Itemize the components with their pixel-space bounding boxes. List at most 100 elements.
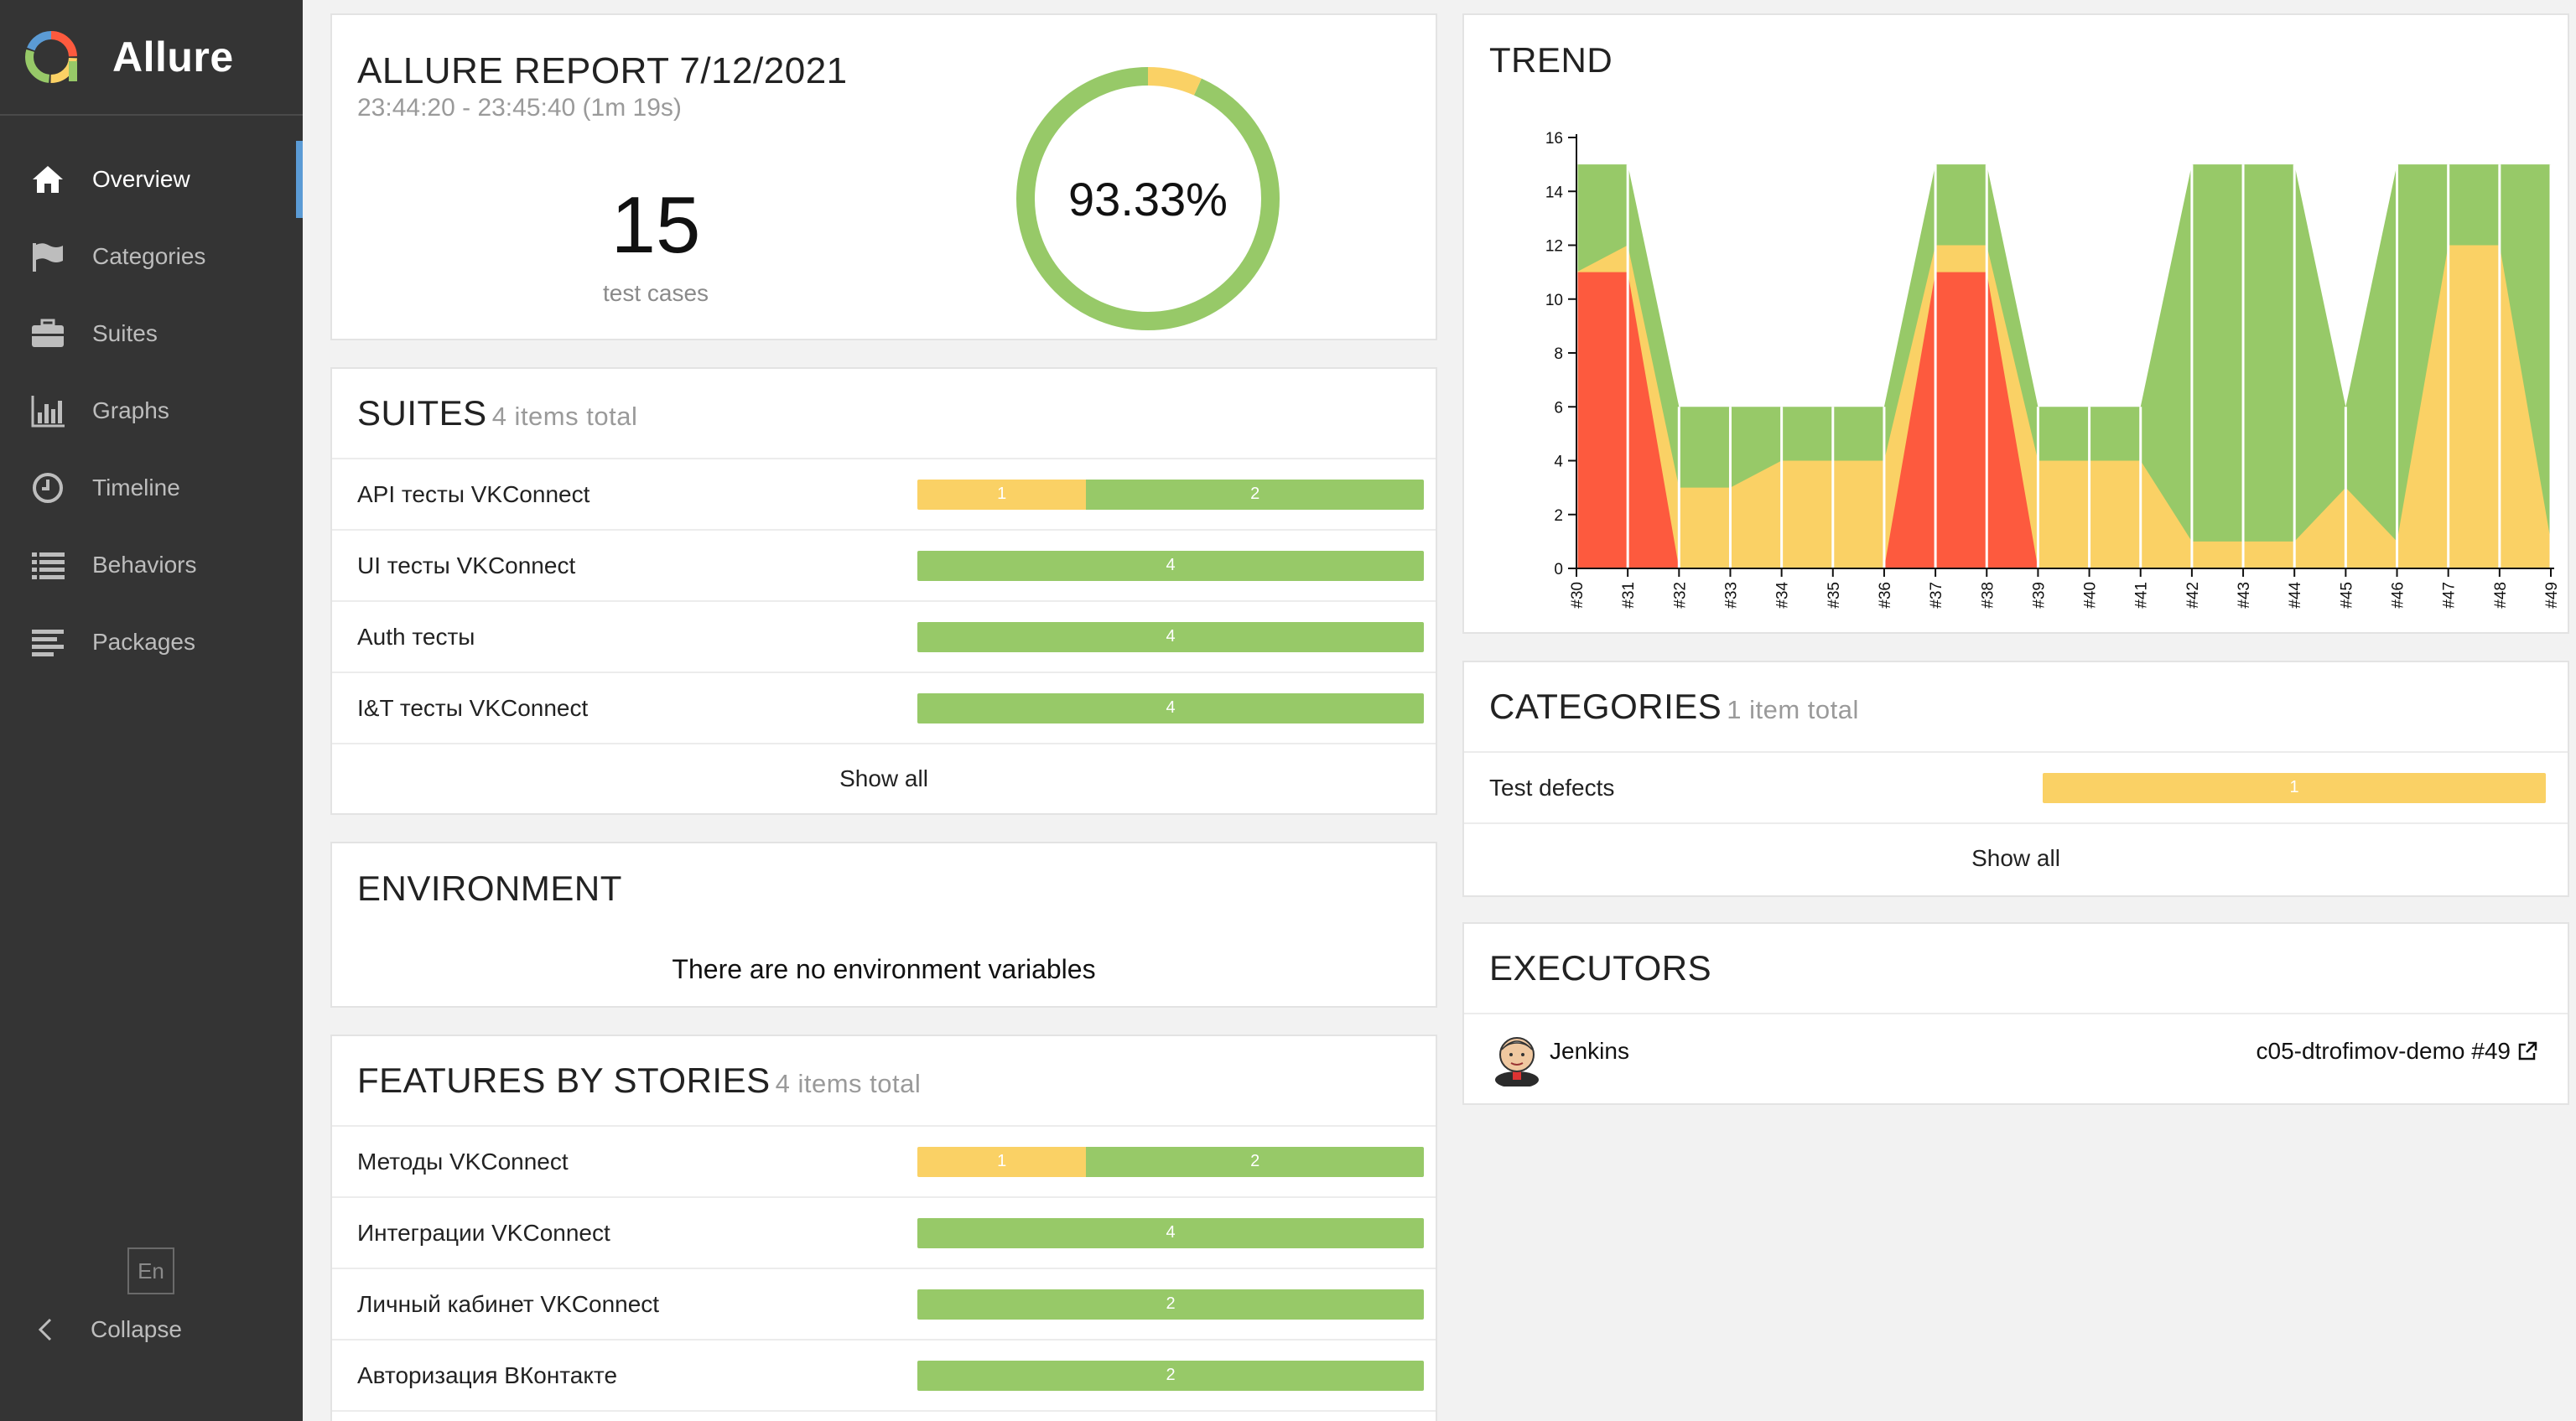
suites-title: SUITES 4 items total: [357, 393, 638, 433]
feature-status-bar[interactable]: 2: [917, 1360, 1424, 1391]
trend-x-tick-label[interactable]: #39: [2030, 582, 2048, 609]
trend-y-tick-label: 6: [1554, 399, 1563, 417]
external-link-icon: [2518, 1041, 2537, 1061]
align-left-icon: [29, 623, 67, 661]
passed-segment: 2: [917, 1360, 1424, 1391]
language-button[interactable]: En: [127, 1247, 174, 1294]
broken-segment: 1: [917, 479, 1087, 510]
categories-subtitle: 1 item total: [1727, 695, 1859, 724]
trend-x-tick-label[interactable]: #40: [2082, 582, 2100, 609]
clock-icon: [29, 469, 67, 507]
nav-item-timeline[interactable]: Timeline: [0, 449, 303, 526]
environment-title: ENVIRONMENT: [357, 869, 622, 908]
suite-row[interactable]: UI тесты VKConnect 4: [332, 531, 1436, 602]
nav-menu: Overview Categories Suites Graphs Timeli…: [0, 141, 303, 681]
passed-segment: 4: [917, 1217, 1424, 1248]
suites-show-all[interactable]: Show all: [839, 765, 928, 791]
feature-status-bar[interactable]: 4: [917, 1217, 1424, 1248]
executors-title: EXECUTORS: [1489, 948, 1712, 988]
executor-name: Jenkins: [1550, 1038, 1629, 1064]
executors-header: EXECUTORS: [1464, 924, 2568, 1014]
trend-broken-area: [1576, 245, 2551, 568]
status-donut-chart: [1016, 67, 1280, 330]
flag-icon: [29, 237, 67, 276]
trend-x-tick-label[interactable]: #33: [1722, 582, 1740, 609]
passed-segment: 4: [917, 621, 1424, 652]
feature-status-bar[interactable]: 2: [917, 1289, 1424, 1320]
nav-item-overview[interactable]: Overview: [0, 141, 303, 218]
nav-label: Categories: [92, 243, 206, 269]
report-time: 23:44:20 - 23:45:40 (1m 19s): [357, 94, 682, 122]
nav-item-categories[interactable]: Categories: [0, 218, 303, 295]
trend-y-tick-label: 4: [1554, 454, 1563, 471]
suite-row[interactable]: Auth тесты 4: [332, 602, 1436, 673]
nav-item-packages[interactable]: Packages: [0, 604, 303, 681]
trend-x-tick-label[interactable]: #48: [2492, 582, 2510, 609]
nav-item-suites[interactable]: Suites: [0, 295, 303, 372]
category-name: Test defects: [1489, 774, 1615, 801]
nav-item-graphs[interactable]: Graphs: [0, 372, 303, 449]
nav-item-behaviors[interactable]: Behaviors: [0, 526, 303, 604]
collapse-label: Collapse: [91, 1316, 182, 1342]
trend-x-tick-label[interactable]: #30: [1569, 582, 1587, 609]
features-subtitle: 4 items total: [775, 1069, 922, 1098]
suite-row[interactable]: API тесты VKConnect 1 2: [332, 459, 1436, 531]
trend-x-tick-label[interactable]: #35: [1826, 582, 1843, 609]
category-bar[interactable]: 1: [2043, 772, 2546, 803]
trend-x-tick-label[interactable]: #44: [2287, 582, 2304, 609]
categories-header: CATEGORIES 1 item total: [1464, 662, 2568, 753]
feature-row[interactable]: Авторизация ВКонтакте 2: [332, 1341, 1436, 1412]
feature-name: Авторизация ВКонтакте: [357, 1361, 618, 1388]
trend-x-tick-label[interactable]: #34: [1774, 582, 1792, 609]
trend-x-tick-label[interactable]: #49: [2543, 582, 2561, 609]
suite-name: API тесты VKConnect: [357, 480, 590, 507]
summary-widget: ALLURE REPORT 7/12/2021 23:44:20 - 23:45…: [330, 13, 1437, 340]
environment-widget: ENVIRONMENT There are no environment var…: [330, 842, 1437, 1008]
trend-y-tick-label: 8: [1554, 345, 1563, 363]
trend-y-tick-label: 14: [1545, 184, 1564, 201]
trend-x-tick-label[interactable]: #38: [1979, 582, 1997, 609]
suite-row[interactable]: I&T тесты VKConnect 4: [332, 673, 1436, 744]
trend-x-tick-label[interactable]: #42: [2184, 582, 2202, 609]
executor-build-link[interactable]: c05-dtrofimov-demo #49: [2257, 1038, 2539, 1065]
trend-x-tick-label[interactable]: #31: [1620, 582, 1638, 609]
suite-status-bar[interactable]: 4: [917, 692, 1424, 723]
feature-row[interactable]: Личный кабинет VKConnect 2: [332, 1269, 1436, 1341]
brand[interactable]: Allure: [0, 0, 303, 116]
features-header: FEATURES BY STORIES 4 items total: [332, 1036, 1436, 1127]
feature-name: Интеграции VKConnect: [357, 1219, 610, 1246]
trend-widget: TREND 0 2 4 6 8 10 12 14 16 #30 #31 #32 #33 #34 #35 #36…: [1462, 13, 2569, 634]
trend-x-tick-label[interactable]: #47: [2441, 582, 2459, 609]
feature-row[interactable]: Методы VKConnect 1 2: [332, 1127, 1436, 1198]
category-row[interactable]: Test defects 1: [1464, 753, 2568, 824]
trend-x-tick-label[interactable]: #43: [2236, 582, 2253, 609]
trend-x-tick-label[interactable]: #37: [1928, 582, 1945, 609]
trend-x-tick-label[interactable]: #32: [1671, 582, 1689, 609]
trend-x-tick-label[interactable]: #41: [2133, 582, 2151, 609]
category-bar-segment: 1: [2043, 772, 2546, 803]
feature-row[interactable]: Интеграции VKConnect 4: [332, 1198, 1436, 1269]
test-case-count: 15: [610, 180, 701, 270]
trend-x-tick-label[interactable]: #46: [2390, 582, 2407, 609]
nav-label: Graphs: [92, 397, 169, 423]
suites-header: SUITES 4 items total: [332, 369, 1436, 459]
suite-name: UI тесты VKConnect: [357, 552, 576, 578]
executor-row: Jenkins c05-dtrofimov-demo #49: [1464, 1014, 2568, 1103]
trend-title: TREND: [1489, 40, 1613, 80]
suite-status-bar[interactable]: 4: [917, 550, 1424, 581]
jenkins-avatar-icon: [1495, 1037, 1539, 1086]
suite-status-bar[interactable]: 4: [917, 621, 1424, 652]
trend-x-tick-label[interactable]: #36: [1877, 582, 1894, 609]
collapse-button[interactable]: Collapse: [34, 1313, 182, 1346]
trend-y-tick-label: 2: [1554, 507, 1563, 525]
trend-y-tick-label: 10: [1545, 292, 1563, 309]
trend-x-tick-label[interactable]: #45: [2338, 582, 2355, 609]
categories-widget: CATEGORIES 1 item total Test defects 1 Sh…: [1462, 661, 2569, 897]
donut-broken-arc[interactable]: [1016, 67, 1280, 330]
executor-build: c05-dtrofimov-demo #49: [2256, 1038, 2511, 1064]
suite-name: I&T тесты VKConnect: [357, 694, 589, 721]
categories-show-all[interactable]: Show all: [1971, 845, 2060, 871]
report-title: ALLURE REPORT 7/12/2021: [357, 50, 848, 91]
